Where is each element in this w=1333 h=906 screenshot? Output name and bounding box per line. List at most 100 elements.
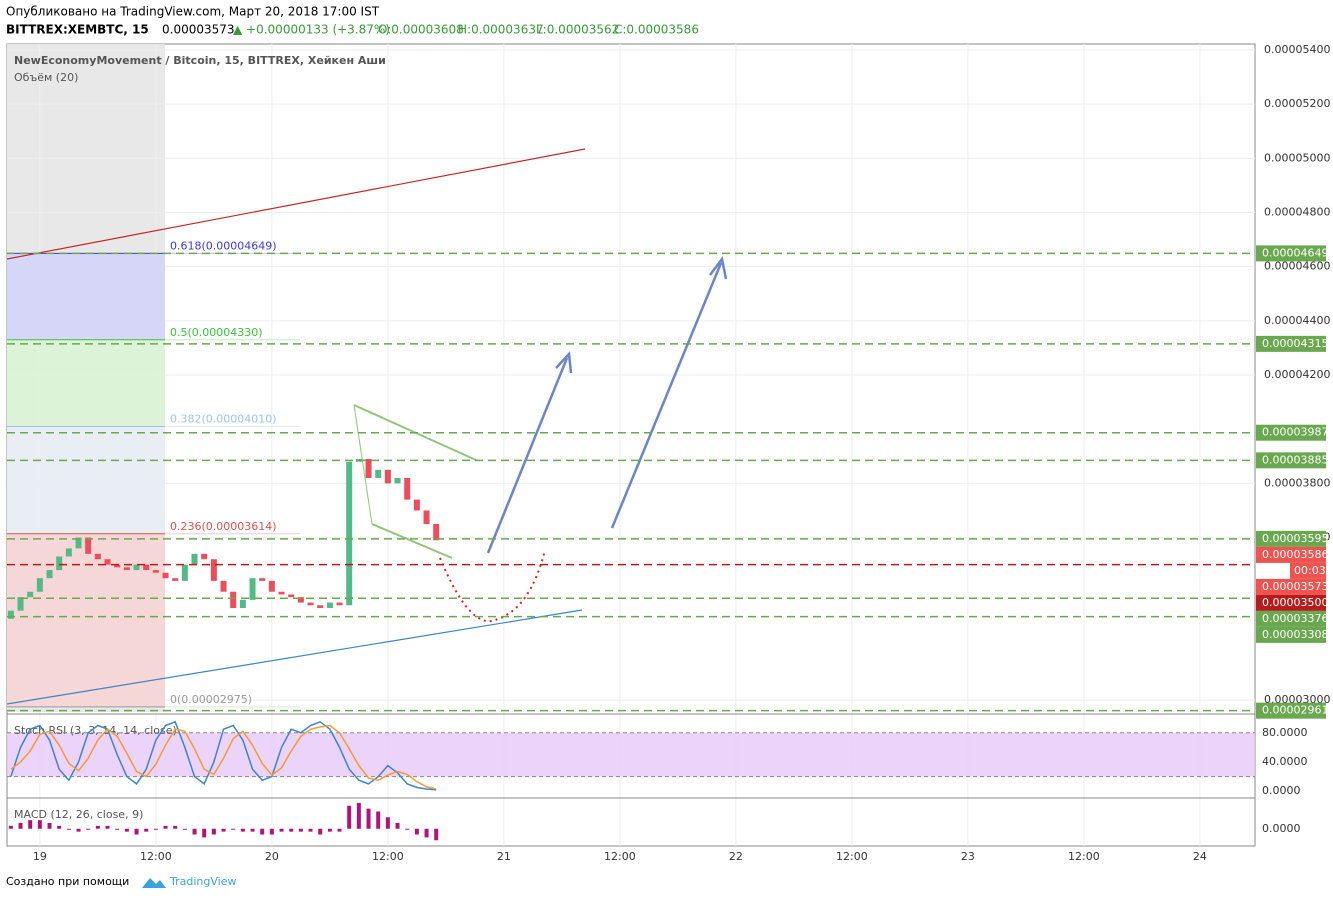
candle bbox=[268, 580, 275, 592]
macd-bar bbox=[356, 802, 361, 829]
macd-bar bbox=[395, 823, 400, 829]
candle bbox=[191, 553, 198, 565]
macd-bar bbox=[86, 828, 91, 830]
candle bbox=[114, 564, 121, 568]
candle bbox=[297, 597, 304, 603]
macd-bar bbox=[308, 828, 313, 832]
macd-bar bbox=[66, 828, 71, 830]
candle bbox=[17, 597, 24, 611]
x-tick-label: 23 bbox=[961, 850, 975, 863]
price-tag-label: 0.00003586 bbox=[1262, 548, 1328, 561]
price-tag-label: 0.00004649 bbox=[1262, 246, 1328, 259]
candle bbox=[85, 537, 92, 554]
close: C:0.00003586 bbox=[614, 23, 699, 37]
candle bbox=[259, 578, 266, 581]
candle bbox=[317, 605, 324, 608]
candle bbox=[162, 572, 169, 579]
macd-bar bbox=[414, 828, 419, 835]
price-tag-label: 0.00002961 bbox=[1262, 704, 1328, 717]
price-tag bbox=[1256, 546, 1326, 563]
candle bbox=[404, 477, 411, 500]
macd-bar bbox=[57, 825, 62, 829]
candle bbox=[143, 564, 150, 571]
macd-bar bbox=[250, 828, 255, 832]
candle bbox=[7, 610, 14, 619]
macd-bar bbox=[95, 825, 100, 829]
macd-bar bbox=[318, 828, 323, 835]
macd-bar bbox=[289, 828, 294, 832]
fib-label: 0.5(0.00004330) bbox=[170, 326, 263, 339]
x-tick-label: 12:00 bbox=[1068, 850, 1100, 863]
fib-label: 0.382(0.00004010) bbox=[170, 412, 277, 425]
y-tick-label: 40.0000 bbox=[1262, 755, 1308, 768]
price-tag bbox=[1256, 702, 1326, 719]
candle bbox=[65, 548, 72, 557]
y-tick-label: 0.00004400 bbox=[1264, 314, 1330, 327]
candle bbox=[375, 469, 382, 478]
footer-brand[interactable]: TradingView bbox=[169, 875, 236, 888]
high: H:0.00003637 bbox=[458, 23, 544, 37]
macd-bar bbox=[134, 828, 139, 835]
price: 0.00003573 bbox=[162, 23, 235, 37]
macd-bar bbox=[260, 828, 265, 835]
y-tick-label: 80.0000 bbox=[1262, 726, 1308, 739]
price-tag bbox=[1256, 610, 1326, 627]
macd-bar bbox=[405, 828, 410, 830]
y-tick-label: 0.00003800 bbox=[1264, 476, 1330, 489]
price-tag bbox=[1256, 578, 1326, 595]
pane-title: Stoch RSI (3, 3, 14, 14, close) bbox=[14, 724, 177, 737]
price-tag-label: 0.00003573 bbox=[1262, 580, 1328, 593]
subtitle: Объём (20) bbox=[14, 71, 78, 84]
trend-line bbox=[6, 609, 583, 705]
candle bbox=[94, 553, 101, 560]
macd-bar bbox=[115, 828, 120, 830]
macd-bar bbox=[76, 828, 81, 832]
y-tick-label: 0.00005400 bbox=[1264, 43, 1330, 56]
macd-bar bbox=[385, 817, 390, 829]
x-tick-label: 19 bbox=[33, 850, 47, 863]
triangle-line bbox=[353, 404, 373, 525]
open: O:0.00003608 bbox=[378, 23, 464, 37]
price-tag-label: 0.00003308 bbox=[1262, 628, 1328, 641]
candle bbox=[75, 537, 82, 549]
symbol: BITTREX:XEMBTC, 15 bbox=[6, 23, 149, 37]
countdown: 00:03 bbox=[1294, 564, 1326, 577]
candle bbox=[220, 580, 227, 592]
published: Опубликовано на TradingView.com, Март 20… bbox=[6, 5, 380, 19]
price-tag bbox=[1256, 245, 1326, 262]
candle bbox=[433, 524, 440, 541]
candle bbox=[413, 499, 420, 511]
frame bbox=[6, 43, 1256, 847]
candle bbox=[307, 602, 314, 606]
macd-bar bbox=[173, 825, 178, 829]
candle bbox=[394, 477, 401, 484]
arrow bbox=[486, 357, 569, 554]
candle bbox=[181, 564, 188, 581]
macd-bar bbox=[211, 828, 216, 835]
macd-bar bbox=[144, 828, 149, 832]
triangle-line bbox=[371, 523, 453, 559]
pane-title: MACD (12, 26, close, 9) bbox=[14, 808, 143, 821]
price-tag-label: 0.00003885 bbox=[1262, 453, 1328, 466]
x-tick-label: 12:00 bbox=[372, 850, 404, 863]
price-tag-label: 0.00003595 bbox=[1262, 532, 1328, 545]
macd-bar bbox=[18, 823, 23, 829]
macd-bar bbox=[37, 820, 42, 829]
macd-bar bbox=[28, 820, 33, 829]
chart-title: NewEconomyMovement / Bitcoin, 15, BITTRE… bbox=[14, 54, 386, 67]
candle bbox=[46, 570, 53, 579]
candle bbox=[365, 458, 372, 478]
arrow-head bbox=[555, 351, 573, 374]
candle bbox=[201, 553, 208, 560]
price-tag bbox=[1256, 530, 1326, 547]
candle bbox=[278, 591, 285, 595]
candle bbox=[384, 469, 391, 484]
macd-bar bbox=[221, 828, 226, 832]
candle bbox=[249, 578, 256, 600]
candle bbox=[346, 461, 353, 606]
candle bbox=[152, 570, 159, 573]
price-tag-label: 0.00003376 bbox=[1262, 612, 1328, 625]
stoch-line bbox=[10, 720, 437, 791]
macd-bar bbox=[202, 828, 207, 838]
candle bbox=[133, 564, 140, 571]
